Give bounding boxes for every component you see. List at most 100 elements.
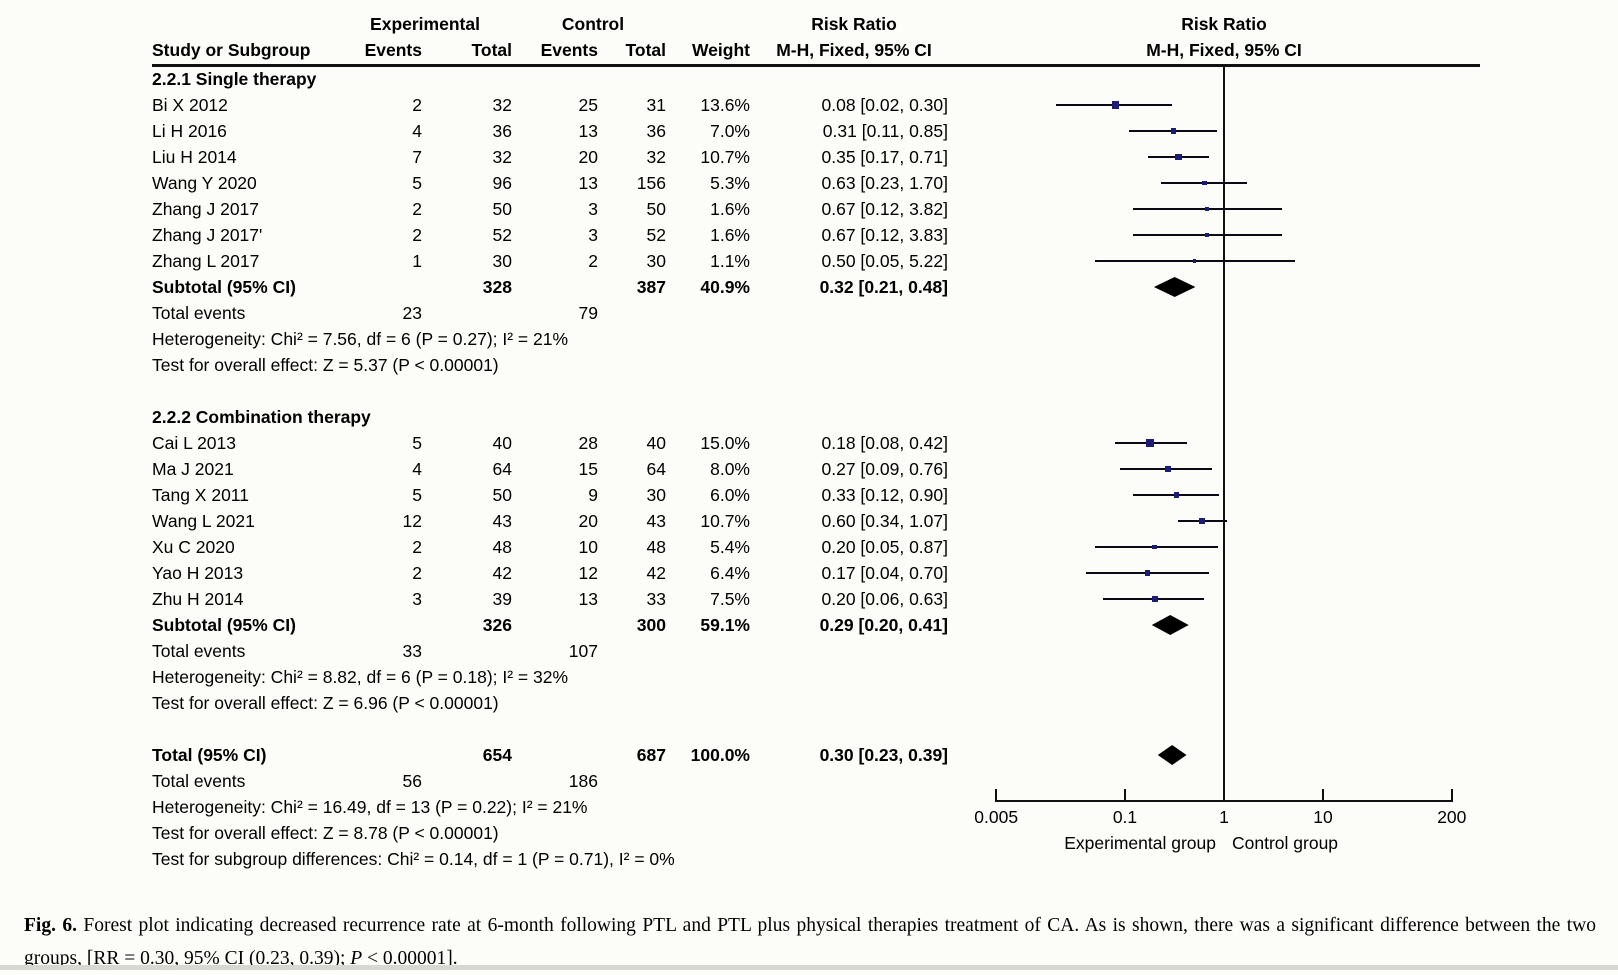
- ctrl-events: 13: [578, 173, 598, 193]
- heterogeneity-text: Heterogeneity: Chi² = 16.49, df = 13 (P …: [152, 797, 588, 817]
- pooled-diamond: [1151, 615, 1189, 635]
- total-events-row: Total events 23 79: [0, 300, 1618, 326]
- ctrl-events: 15: [578, 459, 598, 479]
- exp-events: 5: [412, 173, 422, 193]
- plot-header-mh-fixed-ci: M-H, Fixed, 95% CI: [1146, 40, 1302, 60]
- study-name: Tang X 2011: [152, 485, 249, 505]
- weight: 1.1%: [710, 251, 750, 271]
- column-header-exp-events: Events: [364, 40, 422, 60]
- effect-square: [1145, 570, 1151, 576]
- effect-square: [1192, 259, 1196, 263]
- total-events-ctrl: 186: [568, 771, 598, 791]
- study-row: Tang X 2011 5 50 9 30 6.0% 0.33 [0.12, 0.90]: [0, 482, 1618, 508]
- ctrl-total: 36: [646, 121, 666, 141]
- section-title: 2.2.2 Combination therapy: [152, 407, 371, 427]
- ctrl-events: 20: [578, 511, 598, 531]
- caption-segment: Fig. 6.: [24, 914, 84, 936]
- effect-square: [1152, 544, 1158, 550]
- total-events-label: Total events: [152, 641, 246, 661]
- subtotal-weight: 40.9%: [700, 277, 750, 297]
- effect-square: [1173, 492, 1179, 498]
- study-name: Zhang L 2017: [152, 251, 260, 271]
- x-axis-tick-label: 1: [1219, 807, 1229, 827]
- rr-ci-text: 0.31 [0.11, 0.85]: [822, 121, 948, 141]
- heterogeneity-row: Heterogeneity: Chi² = 16.49, df = 13 (P …: [0, 794, 1618, 820]
- exp-total: 40: [492, 433, 512, 453]
- exp-events: 4: [412, 459, 422, 479]
- study-row: Bi X 2012 2 32 25 31 13.6% 0.08 [0.02, 0.30]: [0, 92, 1618, 118]
- total-events-row: Total events 33 107: [0, 638, 1618, 664]
- total-label: Total (95% CI): [152, 745, 267, 765]
- study-row: Zhu H 2014 3 39 13 33 7.5% 0.20 [0.06, 0.63]: [0, 586, 1618, 612]
- rr-ci-text: 0.63 [0.23, 1.70]: [821, 173, 949, 193]
- page-divider: [0, 965, 1618, 970]
- total-events-ctrl: 79: [578, 303, 598, 323]
- total-events-exp: 33: [402, 641, 422, 661]
- study-name: Ma J 2021: [152, 459, 234, 479]
- ctrl-total: 156: [636, 173, 666, 193]
- overall-effect-text: Test for overall effect: Z = 6.96 (P < 0…: [152, 693, 499, 713]
- overall-effect-row: Test for overall effect: Z = 5.37 (P < 0…: [0, 352, 1618, 378]
- heterogeneity-text: Heterogeneity: Chi² = 7.56, df = 6 (P = …: [152, 329, 569, 349]
- overall-effect-text: Test for overall effect: Z = 5.37 (P < 0…: [152, 355, 499, 375]
- ctrl-events: 2: [588, 251, 598, 271]
- rr-ci-text: 0.08 [0.02, 0.30]: [821, 95, 949, 115]
- total-weight: 100.0%: [690, 745, 750, 765]
- rr-ci-text: 0.18 [0.08, 0.42]: [821, 433, 949, 453]
- effect-square: [1205, 233, 1209, 237]
- ctrl-total: 43: [646, 511, 666, 531]
- subtotal-weight: 59.1%: [700, 615, 750, 635]
- subtotal-ctrl-total: 300: [636, 615, 666, 635]
- exp-events: 7: [412, 147, 422, 167]
- study-row: Wang L 2021 12 43 20 43 10.7% 0.60 [0.34, 1.07…: [0, 508, 1618, 534]
- ctrl-total: 64: [646, 459, 666, 479]
- header-rule: [152, 64, 1480, 67]
- total-events-label: Total events: [152, 771, 246, 791]
- study-name: Wang L 2021: [152, 511, 255, 531]
- weight: 10.7%: [700, 147, 750, 167]
- ctrl-total: 50: [646, 199, 666, 219]
- x-axis-tick-label: 200: [1437, 807, 1467, 827]
- effect-square: [1164, 466, 1171, 472]
- x-axis-tick: [1223, 789, 1225, 802]
- subgroup-differences-text: Test for subgroup differences: Chi² = 0.…: [152, 849, 675, 869]
- weight: 1.6%: [710, 199, 750, 219]
- heterogeneity-row: Heterogeneity: Chi² = 8.82, df = 6 (P = …: [0, 664, 1618, 690]
- ctrl-events: 25: [578, 95, 598, 115]
- study-row: Zhang L 2017 1 30 2 30 1.1% 0.50 [0.05, 5.22]: [0, 248, 1618, 274]
- total-rr-ci-text: 0.30 [0.23, 0.39]: [819, 745, 948, 765]
- rr-ci-text: 0.20 [0.05, 0.87]: [821, 537, 949, 557]
- study-name: Bi X 2012: [152, 95, 228, 115]
- ctrl-events: 13: [578, 589, 598, 609]
- exp-events: 2: [412, 95, 422, 115]
- subtotal-label: Subtotal (95% CI): [152, 615, 296, 635]
- study-name: Zhang J 2017': [152, 225, 263, 245]
- exp-total: 64: [492, 459, 512, 479]
- effect-square: [1175, 153, 1183, 161]
- rr-ci-text: 0.20 [0.06, 0.63]: [821, 589, 949, 609]
- weight: 5.4%: [710, 537, 750, 557]
- ctrl-events: 9: [588, 485, 598, 505]
- exp-events: 4: [412, 121, 422, 141]
- total-events-label: Total events: [152, 303, 246, 323]
- exp-total: 42: [492, 563, 512, 583]
- study-name: Wang Y 2020: [152, 173, 257, 193]
- x-axis-tick: [1450, 789, 1453, 802]
- exp-total: 36: [492, 121, 512, 141]
- weight: 13.6%: [700, 95, 750, 115]
- exp-total: 32: [492, 147, 512, 167]
- x-axis-tick-label: 10: [1313, 807, 1333, 827]
- effect-square: [1151, 596, 1158, 602]
- no-effect-line: [1223, 67, 1225, 801]
- effect-square: [1205, 207, 1209, 211]
- ctrl-total: 32: [646, 147, 666, 167]
- spacer-row: [0, 378, 1618, 404]
- effect-square: [1146, 438, 1155, 448]
- study-row: Ma J 2021 4 64 15 64 8.0% 0.27 [0.09, 0.76]: [0, 456, 1618, 482]
- weight: 5.3%: [710, 173, 750, 193]
- total-events-exp: 56: [402, 771, 422, 791]
- study-name: Zhu H 2014: [152, 589, 244, 609]
- weight: 8.0%: [710, 459, 750, 479]
- subtotal-row: Subtotal (95% CI) 326 300 59.1% 0.29 [0.20, …: [0, 612, 1618, 638]
- weight: 7.5%: [710, 589, 750, 609]
